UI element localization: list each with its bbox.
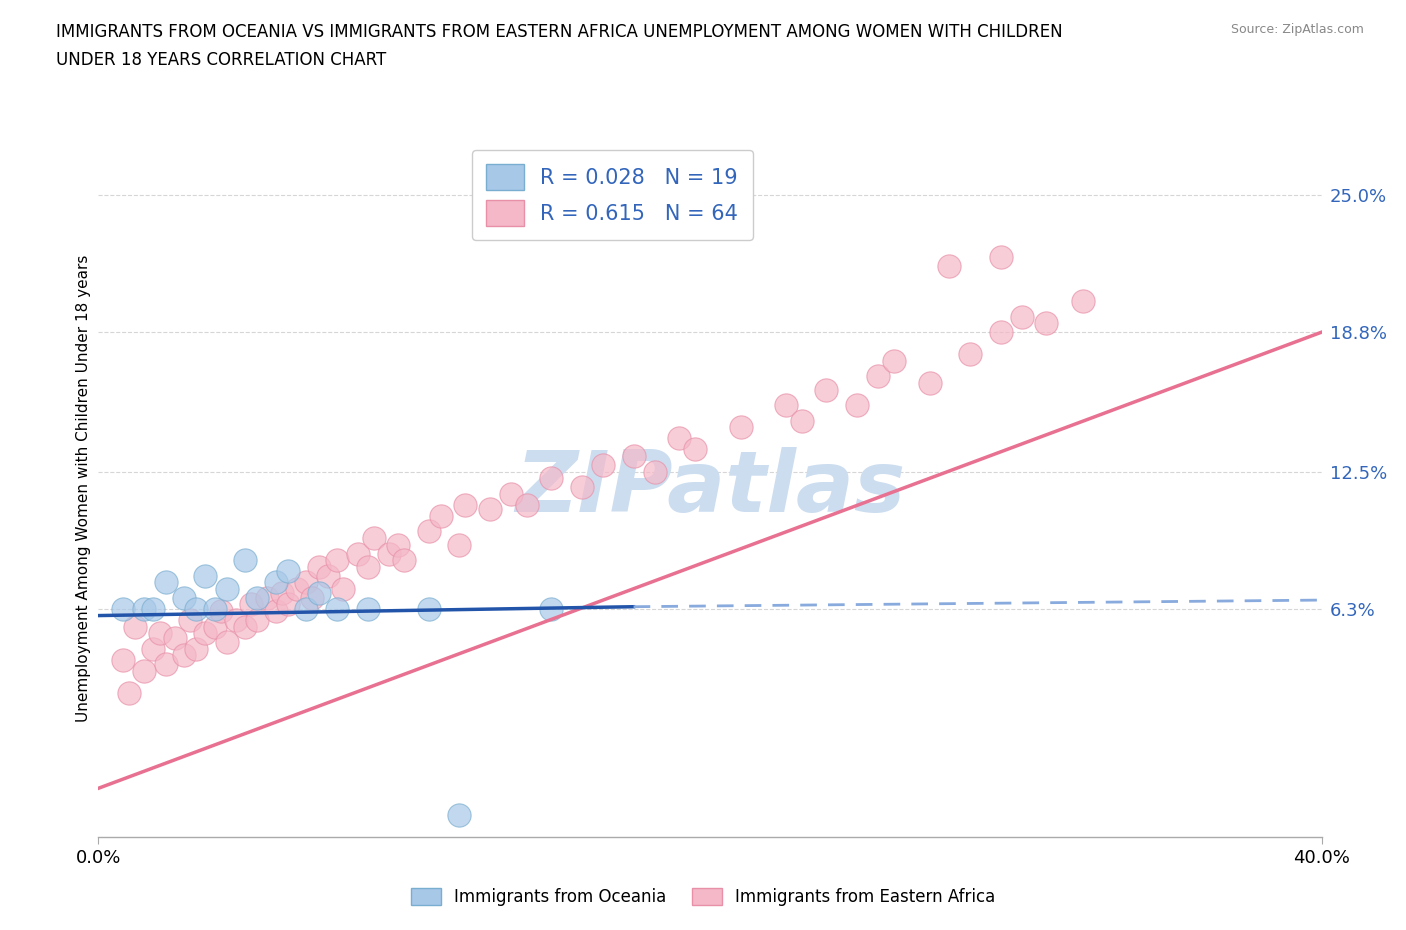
Point (118, 685, 141, 700)
Point (356, 602, 378, 617)
Point (990, 325, 1012, 339)
Point (326, 552, 349, 567)
Point (295, 602, 318, 617)
Point (540, 471, 562, 485)
Point (215, 634, 238, 649)
Point (301, 591, 323, 605)
Legend: R = 0.028   N = 19, R = 0.615   N = 64: R = 0.028 N = 19, R = 0.615 N = 64 (471, 150, 752, 240)
Point (149, 626, 172, 641)
Point (449, 807, 471, 822)
Point (1071, 294, 1094, 309)
Point (430, 509, 453, 524)
Point (179, 613, 201, 628)
Point (142, 642, 165, 657)
Point (194, 626, 217, 641)
Point (478, 502, 501, 517)
Point (644, 464, 666, 479)
Point (356, 560, 378, 575)
Point (571, 480, 593, 495)
Point (194, 568, 217, 583)
Point (142, 602, 165, 617)
Point (111, 653, 134, 668)
Text: Source: ZipAtlas.com: Source: ZipAtlas.com (1230, 23, 1364, 36)
Point (111, 602, 134, 617)
Point (501, 486, 523, 501)
Point (938, 259, 960, 273)
Point (209, 604, 232, 618)
Point (173, 591, 195, 605)
Text: IMMIGRANTS FROM OCEANIA VS IMMIGRANTS FROM EASTERN AFRICA UNEMPLOYMENT AMONG WOM: IMMIGRANTS FROM OCEANIA VS IMMIGRANTS FR… (56, 23, 1063, 41)
Point (225, 613, 247, 628)
Point (326, 602, 349, 617)
Point (418, 602, 440, 617)
Point (277, 564, 299, 578)
Point (134, 663, 156, 678)
Point (285, 581, 308, 596)
Point (392, 552, 416, 567)
Text: UNDER 18 YEARS CORRELATION CHART: UNDER 18 YEARS CORRELATION CHART (56, 51, 387, 69)
Point (186, 642, 208, 657)
Point (790, 413, 813, 428)
Point (308, 560, 330, 575)
Y-axis label: Unemployment Among Women with Children Under 18 years: Unemployment Among Women with Children U… (76, 255, 91, 722)
Point (204, 619, 226, 634)
Point (240, 597, 263, 612)
Point (623, 448, 645, 463)
Point (264, 575, 287, 590)
Point (815, 382, 838, 397)
Point (668, 431, 690, 445)
Point (308, 586, 330, 601)
Point (215, 581, 238, 596)
Text: ZIPatlas: ZIPatlas (515, 446, 905, 530)
Point (163, 631, 186, 645)
Point (592, 458, 614, 472)
Point (387, 538, 409, 552)
Point (316, 568, 339, 583)
Point (233, 552, 256, 567)
Point (418, 524, 440, 538)
Point (270, 586, 292, 601)
Point (347, 546, 370, 561)
Point (124, 619, 146, 634)
Point (186, 602, 208, 617)
Point (233, 619, 256, 634)
Point (683, 442, 706, 457)
Point (454, 498, 477, 512)
Point (959, 347, 981, 362)
Point (134, 602, 156, 617)
Point (1011, 309, 1033, 324)
Point (1035, 316, 1057, 331)
Point (516, 498, 538, 512)
Point (920, 376, 942, 391)
Point (449, 538, 471, 552)
Point (173, 648, 195, 663)
Point (540, 602, 562, 617)
Point (256, 591, 278, 605)
Point (332, 581, 354, 596)
Point (295, 575, 318, 590)
Point (363, 531, 385, 546)
Point (845, 398, 868, 413)
Point (730, 420, 752, 435)
Point (246, 591, 269, 605)
Point (246, 613, 269, 628)
Point (155, 575, 177, 590)
Point (775, 398, 797, 413)
Point (264, 604, 287, 618)
Point (883, 353, 905, 368)
Point (868, 369, 890, 384)
Point (155, 657, 177, 671)
Point (990, 249, 1012, 264)
Point (277, 597, 299, 612)
Point (204, 602, 226, 617)
Legend: Immigrants from Oceania, Immigrants from Eastern Africa: Immigrants from Oceania, Immigrants from… (405, 881, 1001, 912)
Point (378, 546, 401, 561)
